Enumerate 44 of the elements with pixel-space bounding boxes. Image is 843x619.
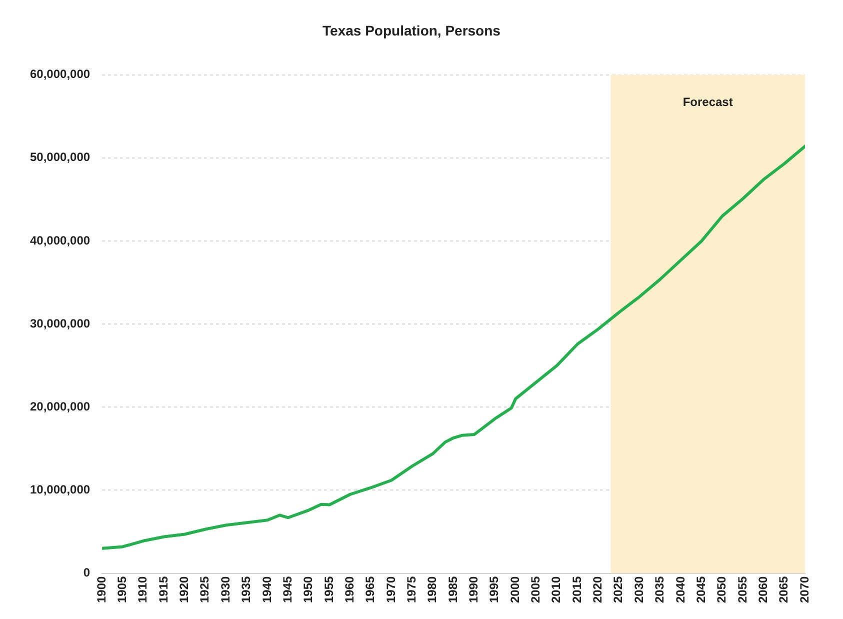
x-tick-label: 1960 <box>342 576 356 604</box>
x-tick-label: 1985 <box>446 576 460 604</box>
x-tick-label: 1980 <box>425 576 440 604</box>
x-tick-label: 1955 <box>322 576 336 604</box>
x-tick-label: 1940 <box>260 576 274 604</box>
x-tick-label: 2035 <box>652 576 667 604</box>
x-tick-label: 1915 <box>156 576 170 604</box>
x-tick-label: 1945 <box>280 576 294 604</box>
x-tick-label: 1950 <box>301 576 316 604</box>
x-tick-label: 1975 <box>404 576 418 604</box>
x-tick-label: 1925 <box>198 576 212 604</box>
x-tick-label: 1930 <box>218 576 232 604</box>
x-tick-label: 1990 <box>466 576 481 604</box>
x-tick-label: 2005 <box>528 576 543 604</box>
y-tick-label: 20,000,000 <box>30 399 90 414</box>
x-tick-label: 2055 <box>735 576 750 604</box>
x-tick-label: 2015 <box>570 576 584 604</box>
x-tick-label: 2030 <box>632 576 646 604</box>
x-tick-label: 2070 <box>797 576 812 604</box>
x-tick-label: 1910 <box>136 576 150 604</box>
chart-title: Texas Population, Persons <box>322 22 501 38</box>
x-tick-label: 2040 <box>673 576 688 604</box>
x-tick-label: 2050 <box>714 576 729 604</box>
x-tick-label: 2020 <box>590 576 605 604</box>
y-tick-label: 40,000,000 <box>30 233 90 248</box>
x-tick-label: 1935 <box>239 576 254 604</box>
band-label: Forecast <box>682 95 733 110</box>
x-tick-label: 2060 <box>756 576 770 604</box>
x-tick-label: 1920 <box>177 576 192 604</box>
x-tick-label: 1965 <box>363 576 378 604</box>
x-tick-label: 2045 <box>694 576 708 604</box>
x-tick-label: 2000 <box>508 576 522 604</box>
y-tick-label: 10,000,000 <box>30 482 90 497</box>
x-tick-label: 2025 <box>611 576 626 604</box>
x-tick-label: 1900 <box>94 576 108 604</box>
x-tick-label: 1995 <box>487 576 502 604</box>
x-tick-label: 2065 <box>776 576 791 604</box>
x-tick-label: 2010 <box>549 576 564 604</box>
y-tick-label: 50,000,000 <box>30 150 90 164</box>
x-tick-label: 1905 <box>115 576 130 604</box>
y-tick-label: 30,000,000 <box>30 316 90 330</box>
y-tick-label: 0 <box>83 566 90 580</box>
x-tick-label: 1970 <box>384 576 398 604</box>
y-tick-label: 60,000,000 <box>30 67 90 82</box>
